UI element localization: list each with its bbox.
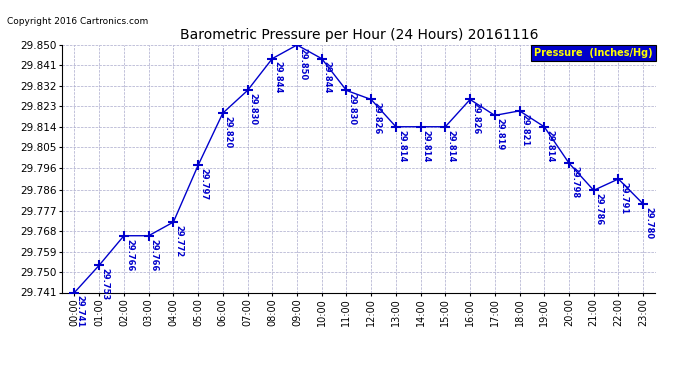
Text: 29.826: 29.826 [471,102,480,135]
Text: 29.844: 29.844 [323,62,332,94]
Text: 29.819: 29.819 [496,118,505,150]
Text: 29.766: 29.766 [125,238,134,271]
Text: 29.850: 29.850 [298,48,307,80]
Title: Barometric Pressure per Hour (24 Hours) 20161116: Barometric Pressure per Hour (24 Hours) … [179,28,538,42]
Text: 29.780: 29.780 [644,207,653,239]
Text: 29.814: 29.814 [397,129,406,162]
Text: 29.814: 29.814 [545,129,554,162]
Text: 29.786: 29.786 [595,193,604,225]
Text: 29.797: 29.797 [199,168,208,200]
Text: 29.814: 29.814 [422,129,431,162]
Text: 29.844: 29.844 [273,62,282,94]
Text: 29.830: 29.830 [248,93,257,125]
Text: 29.741: 29.741 [75,295,84,328]
Text: 29.791: 29.791 [620,182,629,214]
Text: 29.814: 29.814 [446,129,455,162]
Text: Pressure  (Inches/Hg): Pressure (Inches/Hg) [534,48,653,58]
Text: Copyright 2016 Cartronics.com: Copyright 2016 Cartronics.com [7,17,148,26]
Text: 29.766: 29.766 [150,238,159,271]
Text: 29.830: 29.830 [348,93,357,125]
Text: 29.772: 29.772 [175,225,184,257]
Text: 29.826: 29.826 [372,102,381,135]
Text: 29.753: 29.753 [100,268,109,300]
Text: 29.798: 29.798 [570,166,579,198]
Text: 29.821: 29.821 [520,114,529,146]
Text: 29.820: 29.820 [224,116,233,148]
